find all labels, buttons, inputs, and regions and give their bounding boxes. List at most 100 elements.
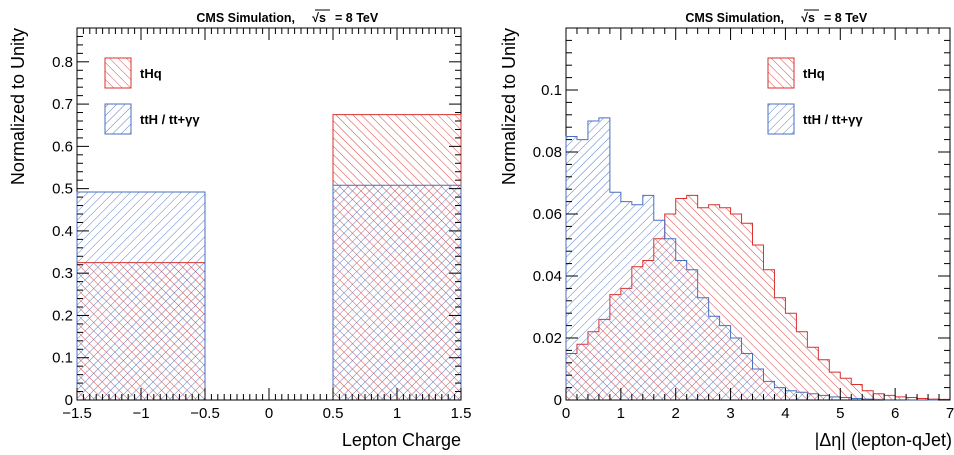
left-legend-label-tHq: tHq bbox=[140, 66, 162, 81]
left-x-tick-label: −0.5 bbox=[190, 405, 220, 422]
left-y-axis-title: Normalized to Unity bbox=[8, 28, 28, 185]
right-bar-ttH-2 bbox=[587, 121, 599, 400]
right-bar-ttH-16 bbox=[741, 353, 753, 400]
right-bar-ttH-9 bbox=[664, 238, 676, 400]
left-y-tick-label: 0.4 bbox=[52, 223, 73, 240]
left-histograms bbox=[76, 114, 462, 400]
right-bar-ttH-11 bbox=[686, 269, 698, 400]
right-bar-tHq-22 bbox=[807, 347, 819, 400]
left-legend-swatch-tHq bbox=[104, 57, 132, 89]
right-histograms bbox=[565, 117, 951, 401]
right-bar-tHq-19 bbox=[774, 297, 786, 400]
right-bar-tHq-25 bbox=[840, 378, 852, 400]
left-x-tick-label: 0.5 bbox=[323, 405, 344, 422]
right-bar-tHq-24 bbox=[829, 372, 841, 400]
right-sqrt-s: √s bbox=[801, 11, 815, 25]
right-x-tick-label: 2 bbox=[672, 405, 680, 422]
right-x-tick-label: 0 bbox=[562, 405, 570, 422]
right-bar-ttH-14 bbox=[719, 325, 731, 400]
right-bar-tHq-29 bbox=[884, 395, 896, 400]
right-bar-ttH-21 bbox=[796, 392, 808, 400]
right-bar-ttH-22 bbox=[807, 393, 819, 400]
left-outline-ttH bbox=[76, 184, 462, 400]
left-x-tick-label: −1 bbox=[132, 405, 149, 422]
left-x-tick-label: −1.5 bbox=[62, 405, 92, 422]
left-axes: 0 0.1 0.2 0.3 0.4 0.5 0.6 0.7 0.8 −1.5 −1 −0.5 0 0.5 1… bbox=[52, 27, 472, 422]
left-x-tick-label: 1.5 bbox=[451, 405, 472, 422]
left-y-tick-label: 0.1 bbox=[52, 350, 73, 367]
right-bar-ttH-20 bbox=[785, 390, 797, 400]
right-outline-ttH bbox=[565, 117, 950, 401]
right-bar-ttH-23 bbox=[818, 395, 830, 400]
right-bar-ttH-26 bbox=[851, 398, 863, 400]
right-bar-ttH-19 bbox=[774, 387, 786, 400]
right-x-tick-label: 5 bbox=[836, 405, 844, 422]
right-bar-tHq-30 bbox=[895, 396, 907, 400]
right-legend-label-ttH: ttH / tt+γγ bbox=[803, 112, 863, 127]
right-bar-ttH-8 bbox=[653, 220, 665, 400]
right-legend-swatch-tHq bbox=[767, 57, 795, 89]
left-y-tick-label: 0.3 bbox=[52, 265, 73, 282]
right-bar-ttH-7 bbox=[642, 195, 654, 400]
right-y-tick-label: 0.08 bbox=[533, 144, 562, 161]
right-bar-ttH-1 bbox=[576, 139, 588, 400]
right-y-tick-label: 0.02 bbox=[533, 330, 562, 347]
right-bar-ttH-3 bbox=[598, 117, 610, 401]
right-bar-tHq-13 bbox=[708, 204, 720, 400]
right-x-tick-label: 7 bbox=[946, 405, 954, 422]
right-bar-ttH-17 bbox=[752, 369, 764, 400]
right-bar-tHq-27 bbox=[862, 390, 874, 400]
left-y-tick-label: 0.8 bbox=[52, 54, 73, 71]
right-y-tick-label: 0.06 bbox=[533, 206, 562, 223]
right-bar-ttH-15 bbox=[730, 338, 742, 400]
right-bar-tHq-14 bbox=[719, 207, 731, 400]
left-x-axis-title: Lepton Charge bbox=[342, 430, 461, 450]
right-y-tick-label: 0 bbox=[554, 392, 562, 409]
right-bar-tHq-20 bbox=[785, 313, 797, 400]
left-y-tick-label: 0.5 bbox=[52, 181, 73, 198]
right-bar-ttH-25 bbox=[840, 397, 852, 400]
right-bar-ttH-24 bbox=[829, 396, 841, 400]
right-bar-tHq-17 bbox=[752, 245, 764, 400]
right-bar-ttH-4 bbox=[609, 192, 621, 400]
right-header: CMS Simulation, √s = 8 TeV bbox=[685, 9, 868, 25]
right-bar-tHq-16 bbox=[741, 223, 753, 400]
left-y-tick-label: 0.7 bbox=[52, 96, 73, 113]
left-header-label: CMS Simulation, bbox=[196, 11, 295, 25]
left-legend-swatch-ttH bbox=[104, 103, 132, 135]
right-bar-ttH-6 bbox=[631, 204, 643, 400]
left-chart: 0 0.1 0.2 0.3 0.4 0.5 0.6 0.7 0.8 −1.5 −1 −0.5 0 0.5 1… bbox=[8, 9, 472, 450]
left-header: CMS Simulation, √s = 8 TeV bbox=[196, 9, 379, 25]
left-bar-ttH-1 bbox=[333, 185, 461, 400]
right-y-axis-title: Normalized to Unity bbox=[499, 28, 519, 185]
right-x-tick-label: 4 bbox=[781, 405, 789, 422]
left-legend: tHq ttH / tt+γγ bbox=[104, 57, 200, 135]
left-legend-label-ttH: ttH / tt+γγ bbox=[140, 112, 200, 127]
right-y-tick-label: 0.1 bbox=[541, 82, 562, 99]
right-axes: 0 0.02 0.04 0.06 0.08 0.1 0 1 2 3 4 5 6 7 bbox=[533, 27, 954, 422]
right-bar-tHq-32 bbox=[917, 398, 929, 400]
right-y-tick-label: 0.04 bbox=[533, 268, 562, 285]
right-bar-tHq-15 bbox=[730, 214, 742, 400]
left-y-tick-label: 0.2 bbox=[52, 307, 73, 324]
left-x-tick-label: 1 bbox=[393, 405, 401, 422]
right-legend-label-tHq: tHq bbox=[803, 66, 825, 81]
right-bar-ttH-12 bbox=[697, 297, 709, 400]
right-x-tick-label: 3 bbox=[726, 405, 734, 422]
right-legend: tHq ttH / tt+γγ bbox=[767, 57, 863, 135]
right-bar-tHq-18 bbox=[763, 269, 775, 400]
left-y-tick-label: 0.6 bbox=[52, 138, 73, 155]
right-x-tick-label: 6 bbox=[891, 405, 899, 422]
right-bar-tHq-23 bbox=[818, 359, 830, 400]
right-bar-ttH-5 bbox=[620, 201, 632, 400]
right-bar-ttH-13 bbox=[708, 316, 720, 400]
right-bar-tHq-31 bbox=[906, 397, 918, 400]
right-bar-ttH-0 bbox=[566, 136, 577, 400]
left-y-tick-label: 0 bbox=[65, 392, 73, 409]
left-sqrt-s: √s bbox=[312, 11, 326, 25]
left-bar-ttH-0 bbox=[77, 192, 205, 400]
right-header-energy: = 8 TeV bbox=[824, 11, 868, 25]
right-bar-tHq-26 bbox=[851, 384, 863, 400]
left-header-energy: = 8 TeV bbox=[335, 11, 379, 25]
right-bar-tHq-21 bbox=[796, 331, 808, 400]
